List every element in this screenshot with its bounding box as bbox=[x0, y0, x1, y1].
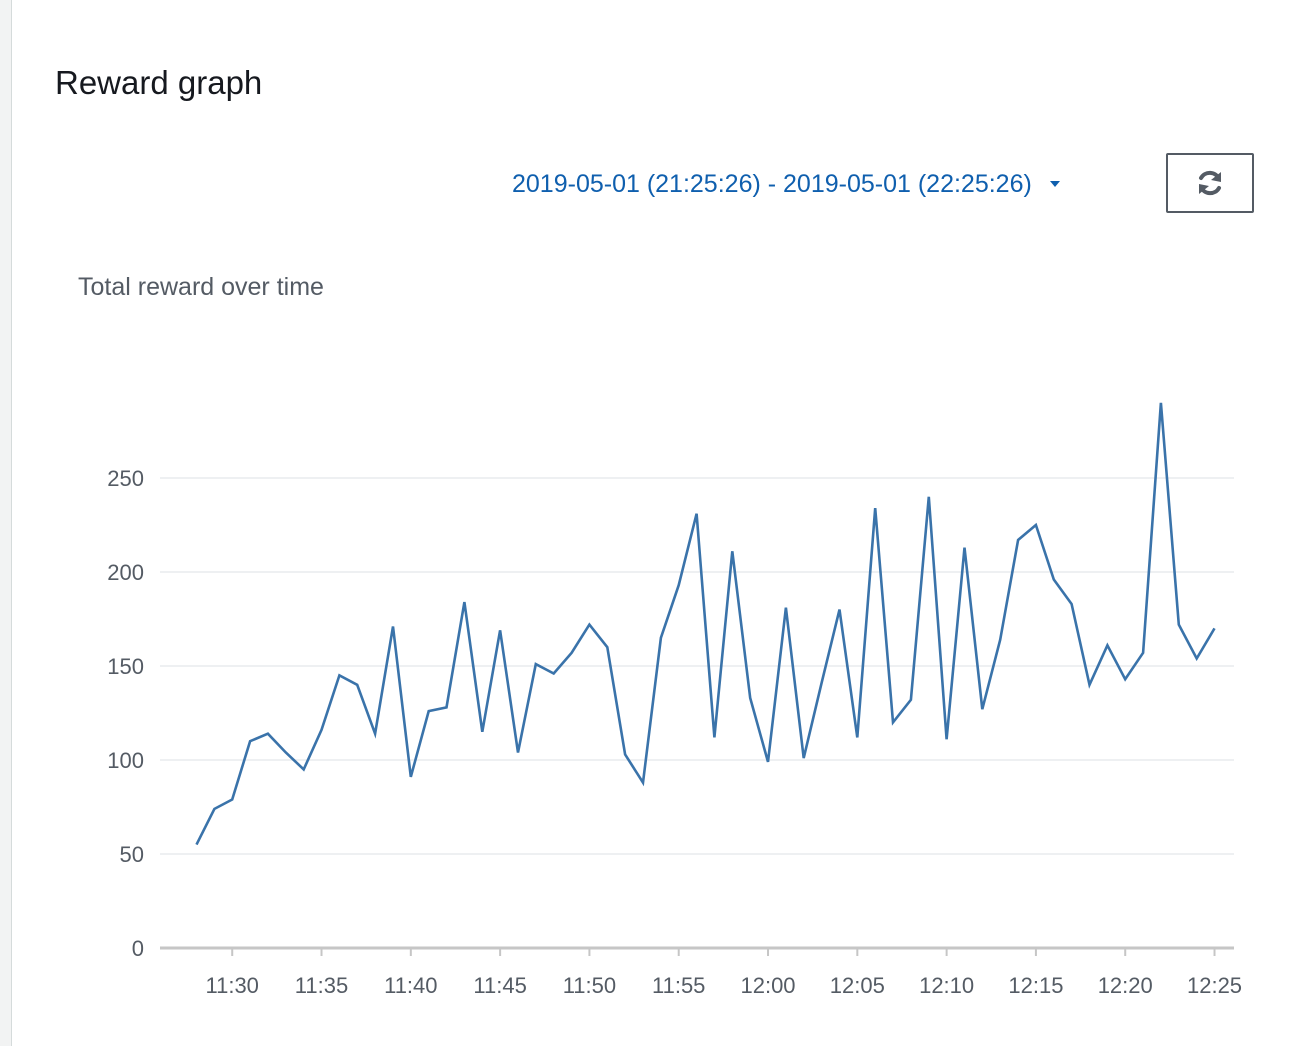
data-point[interactable] bbox=[801, 755, 807, 761]
data-point[interactable] bbox=[854, 734, 860, 740]
data-point[interactable] bbox=[926, 494, 932, 500]
data-point[interactable] bbox=[319, 727, 325, 733]
data-point[interactable] bbox=[711, 734, 717, 740]
data-point[interactable] bbox=[390, 624, 396, 630]
data-point[interactable] bbox=[1051, 577, 1057, 583]
data-point[interactable] bbox=[194, 842, 200, 848]
data-point[interactable] bbox=[1158, 400, 1164, 406]
data-point[interactable] bbox=[551, 671, 557, 677]
data-point[interactable] bbox=[658, 635, 664, 641]
chart-axes: 0 50 100 150 200 250 11:30 11:35 11:40 11:45 11:50… bbox=[107, 466, 1242, 998]
data-point[interactable] bbox=[426, 708, 432, 714]
data-point[interactable] bbox=[676, 582, 682, 588]
data-point[interactable] bbox=[586, 622, 592, 628]
data-point[interactable] bbox=[819, 680, 825, 686]
data-point[interactable] bbox=[211, 806, 217, 812]
x-tick-label: 12:25 bbox=[1187, 973, 1242, 998]
time-range-label: 2019-05-01 (21:25:26) - 2019-05-01 (22:2… bbox=[512, 169, 1032, 198]
data-point[interactable] bbox=[515, 749, 521, 755]
data-point[interactable] bbox=[729, 548, 735, 554]
x-tick-label: 11:40 bbox=[384, 973, 437, 998]
chart-gridlines bbox=[160, 477, 1234, 855]
data-point[interactable] bbox=[872, 505, 878, 511]
data-point[interactable] bbox=[1033, 522, 1039, 528]
left-rail bbox=[0, 0, 12, 1046]
x-tick-label: 12:10 bbox=[919, 973, 974, 998]
data-point[interactable] bbox=[783, 605, 789, 611]
data-point[interactable] bbox=[497, 627, 503, 633]
data-point[interactable] bbox=[354, 682, 360, 688]
x-tick-label: 12:20 bbox=[1098, 973, 1153, 998]
data-point[interactable] bbox=[836, 607, 842, 613]
data-point[interactable] bbox=[569, 650, 575, 656]
x-tick-label: 12:05 bbox=[830, 973, 885, 998]
chart-series bbox=[194, 400, 1218, 848]
data-point[interactable] bbox=[944, 736, 950, 742]
data-point[interactable] bbox=[908, 697, 914, 703]
data-point[interactable] bbox=[765, 759, 771, 765]
time-range-dropdown[interactable]: 2019-05-01 (21:25:26) - 2019-05-01 (22:2… bbox=[512, 165, 1060, 203]
x-tick-label: 12:15 bbox=[1008, 973, 1063, 998]
panel-title: Reward graph bbox=[55, 64, 263, 101]
data-point[interactable] bbox=[1176, 622, 1182, 628]
data-point[interactable] bbox=[336, 672, 342, 678]
data-point[interactable] bbox=[533, 661, 539, 667]
series-line bbox=[195, 402, 1216, 846]
data-point[interactable] bbox=[640, 780, 646, 786]
data-point[interactable] bbox=[301, 766, 307, 772]
data-point[interactable] bbox=[622, 751, 628, 757]
data-point[interactable] bbox=[997, 637, 1003, 643]
data-point[interactable] bbox=[694, 511, 700, 517]
data-point[interactable] bbox=[604, 644, 610, 650]
y-tick-label: 0 bbox=[132, 936, 144, 961]
data-point[interactable] bbox=[229, 796, 235, 802]
data-point[interactable] bbox=[1194, 655, 1200, 661]
data-point[interactable] bbox=[979, 706, 985, 712]
data-point[interactable] bbox=[961, 545, 967, 551]
refresh-icon bbox=[1199, 170, 1221, 196]
data-point[interactable] bbox=[1104, 642, 1110, 648]
data-point[interactable] bbox=[1212, 625, 1218, 631]
x-tick-label: 11:55 bbox=[652, 973, 705, 998]
data-point[interactable] bbox=[1015, 537, 1021, 543]
data-point[interactable] bbox=[747, 695, 753, 701]
data-point[interactable] bbox=[479, 729, 485, 735]
x-tick-label: 11:30 bbox=[206, 973, 259, 998]
y-tick-label: 150 bbox=[107, 654, 144, 679]
data-point[interactable] bbox=[1087, 682, 1093, 688]
data-point[interactable] bbox=[283, 749, 289, 755]
chart-title: Total reward over time bbox=[78, 273, 324, 301]
caret-down-icon bbox=[1049, 181, 1060, 187]
y-tick-label: 100 bbox=[107, 748, 144, 773]
x-tick-label: 11:45 bbox=[473, 973, 526, 998]
x-tick-label: 11:35 bbox=[295, 973, 348, 998]
data-point[interactable] bbox=[444, 704, 450, 710]
y-tick-label: 250 bbox=[107, 466, 144, 491]
refresh-button[interactable] bbox=[1166, 153, 1254, 213]
data-point[interactable] bbox=[372, 731, 378, 737]
x-tick-label: 11:50 bbox=[563, 973, 616, 998]
data-point[interactable] bbox=[890, 719, 896, 725]
y-tick-label: 50 bbox=[120, 842, 144, 867]
x-tick-label: 12:00 bbox=[740, 973, 795, 998]
data-point[interactable] bbox=[265, 731, 271, 737]
data-point[interactable] bbox=[461, 599, 467, 605]
data-point[interactable] bbox=[1122, 676, 1128, 682]
y-tick-label: 200 bbox=[107, 560, 144, 585]
data-point[interactable] bbox=[247, 738, 253, 744]
data-point[interactable] bbox=[1140, 650, 1146, 656]
data-point[interactable] bbox=[408, 774, 414, 780]
data-point[interactable] bbox=[1069, 601, 1075, 607]
